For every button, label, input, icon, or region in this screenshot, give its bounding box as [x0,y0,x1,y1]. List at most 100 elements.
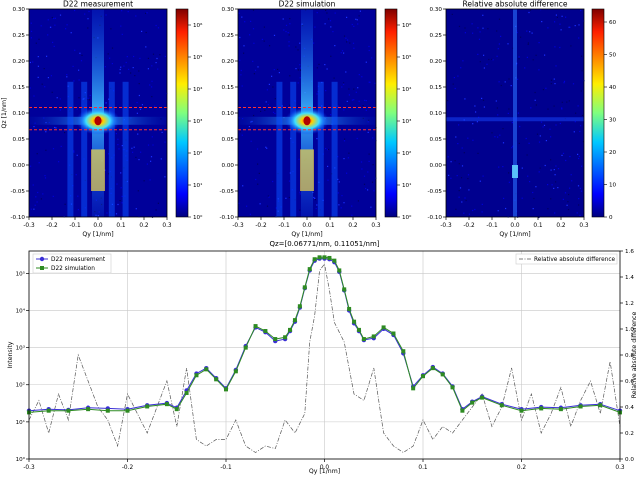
noise-pixel [352,42,355,44]
noise-pixel [477,27,479,29]
noise-pixel [88,99,91,101]
y-tick-label: 0.00 [222,163,235,169]
noise-pixel [550,83,552,85]
noise-pixel [119,200,121,202]
noise-pixel [488,58,490,61]
simulation-point [381,325,386,330]
noise-pixel [164,141,166,143]
noise-pixel [249,213,251,215]
colorbar-tick-label: 10 [609,183,617,189]
noise-pixel [41,83,43,85]
noise-pixel [51,91,53,93]
noise-pixel [289,75,291,77]
noise-pixel [33,208,35,210]
legend-box [32,253,112,274]
noise-pixel [555,65,557,67]
noise-pixel [66,24,68,26]
noise-pixel [565,159,567,162]
noise-pixel [475,111,477,113]
noise-pixel [351,99,353,101]
noise-pixel [32,184,34,186]
noise-pixel [534,91,536,94]
noise-pixel [73,151,75,153]
noise-pixel [257,163,259,165]
noise-pixel [554,21,556,23]
noise-pixel [483,106,485,108]
side-streak [290,81,297,217]
noise-pixel [260,110,262,112]
noise-pixel [579,130,581,133]
noise-pixel [78,79,80,81]
y-tick-label: 0.30 [430,7,443,13]
noise-pixel [450,161,452,163]
noise-pixel [338,181,340,183]
noise-pixel [517,78,519,80]
noise-pixel [540,9,542,11]
noise-pixel [343,158,345,160]
noise-pixel [519,125,521,128]
noise-pixel [89,94,91,96]
simulation-point [411,386,416,391]
noise-pixel [266,89,268,91]
noise-pixel [461,147,463,149]
noise-pixel [500,35,502,37]
noise-pixel [37,65,39,67]
noise-pixel [278,72,280,74]
noise-pixel [504,81,506,83]
simulation-point [297,304,302,309]
noise-pixel [164,55,166,57]
colorbar [591,8,605,218]
noise-pixel [521,167,523,169]
noise-pixel [120,172,122,174]
noise-pixel [343,35,346,37]
legend-left: D22 measurement D22 simulation [32,253,112,274]
noise-pixel [367,171,369,173]
simulation-point [371,334,376,339]
noise-pixel [66,74,68,76]
noise-pixel [341,50,344,52]
y-axis-label: Intensity [7,341,14,368]
noise-pixel [561,154,563,156]
noise-pixel [563,80,566,82]
y-tick-label: 0.15 [222,85,235,91]
legend-label: D22 measurement [51,257,106,263]
noise-pixel [447,100,449,102]
noise-pixel [468,213,470,215]
noise-pixel [52,41,54,43]
noise-pixel [105,14,107,16]
noise-pixel [74,49,76,51]
noise-pixel [562,152,565,154]
noise-pixel [539,135,541,137]
legend-label: Relative absolute difference [534,257,616,263]
colorbar-tick-label: 60 [609,20,617,26]
noise-pixel [547,208,549,210]
noise-pixel [569,26,571,28]
noise-pixel [50,75,52,77]
noise-pixel [267,195,269,197]
noise-pixel [250,20,252,22]
noise-pixel [561,15,563,17]
noise-pixel [151,136,153,138]
noise-pixel [527,43,529,45]
series-relative-difference-line [28,263,621,453]
colorbar-tick-label: 30 [609,118,617,124]
noise-pixel [33,126,35,128]
noise-pixel [459,187,462,189]
x-tick-label: 0.3 [579,223,589,229]
noise-pixel [341,195,343,197]
noise-pixel [44,175,46,177]
y-axis-label: Qz [1/nm] [1,98,8,129]
noise-pixel [340,52,342,54]
noise-pixel [518,58,520,60]
noise-pixel [145,12,147,14]
noise-pixel [569,187,571,189]
noise-pixel [252,28,255,30]
y-tick-label: -0.05 [11,189,26,195]
noise-pixel [334,45,336,47]
noise-pixel [29,87,31,89]
x-tick-label: -0.2 [463,223,475,229]
side-streak [122,81,129,217]
noise-pixel [531,32,533,34]
y-tick-label: 0.30 [13,7,26,13]
noise-pixel [263,40,265,42]
